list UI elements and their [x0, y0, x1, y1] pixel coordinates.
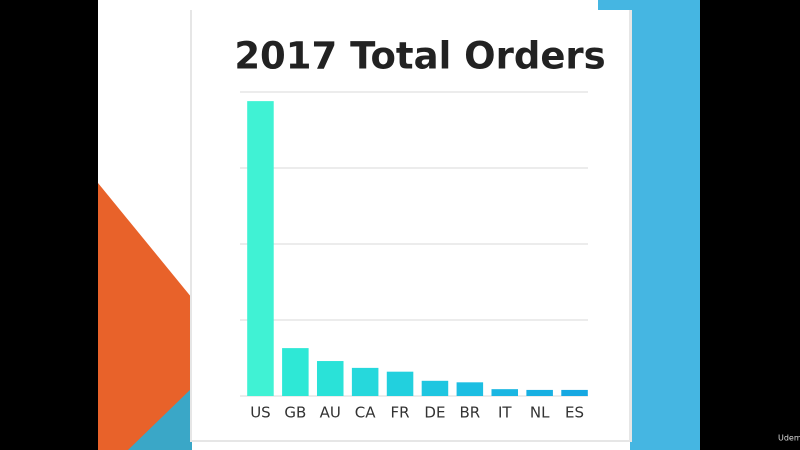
x-tick-label: DE: [424, 404, 445, 422]
x-tick-label: IT: [498, 404, 512, 422]
x-tick-label: FR: [391, 404, 410, 422]
bar: [282, 348, 309, 396]
blue-shape: [598, 0, 700, 450]
x-tick-label: NL: [530, 404, 550, 422]
teal-shape: [128, 388, 192, 450]
bar: [386, 371, 414, 396]
x-tick-label: CA: [355, 404, 376, 422]
bar: [421, 380, 449, 396]
bar: [491, 389, 519, 396]
bar: [561, 389, 588, 396]
plot: US GB AU CA FR DE BR IT NL ES: [240, 91, 588, 422]
watermark: Udemy: [778, 434, 800, 443]
bar: [526, 389, 553, 396]
orange-shape: [98, 183, 192, 450]
bar: [316, 361, 344, 396]
x-tick-label: US: [250, 404, 271, 422]
x-tick-label: AU: [320, 404, 341, 422]
bar: [456, 382, 484, 396]
x-tick-label: BR: [459, 404, 480, 422]
x-tick-label: GB: [284, 404, 306, 422]
bar: [351, 367, 379, 396]
chart-title: 2017 Total Orders: [234, 35, 605, 78]
x-tick-label: ES: [565, 404, 584, 422]
bar: [247, 101, 274, 397]
